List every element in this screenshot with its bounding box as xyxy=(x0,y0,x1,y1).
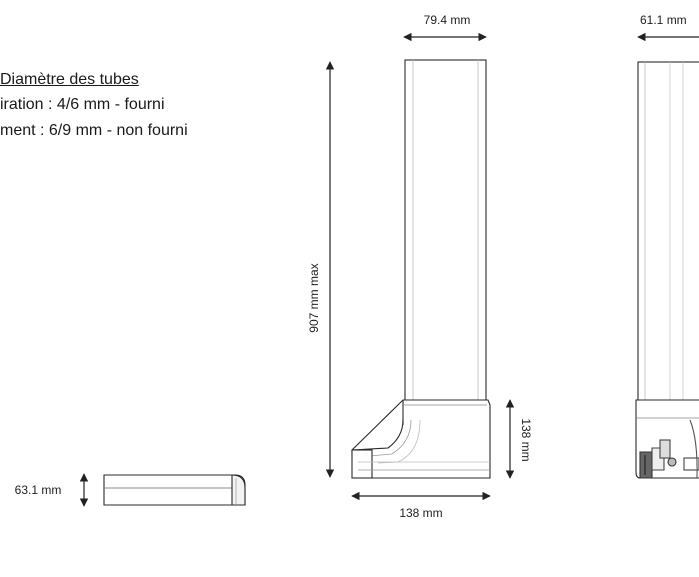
drain-tube-note: ment : 6/9 mm - non fourni xyxy=(0,122,188,139)
endcap-height-label: 63.1 mm xyxy=(15,483,62,497)
elbow-width-label: 138 mm xyxy=(399,506,442,520)
height-dimension: 907 mm max xyxy=(307,61,335,478)
end-cap-piece xyxy=(103,474,246,506)
height-label: 907 mm max xyxy=(307,263,321,332)
top-width-dimension: 79.4 mm xyxy=(403,13,487,42)
elbow-width-dimension: 138 mm xyxy=(351,491,491,520)
side-width-label: 61.1 mm xyxy=(640,13,687,27)
side-width-dimension: 61.1 mm xyxy=(637,13,699,42)
elbow-height-dimension: 138 mm xyxy=(505,399,533,479)
top-width-label: 79.4 mm xyxy=(424,13,471,27)
channel-side-view xyxy=(635,61,699,479)
endcap-height-dimension: 63.1 mm xyxy=(15,473,89,507)
channel-front-view xyxy=(351,59,491,479)
elbow-height-label: 138 mm xyxy=(519,418,533,461)
suction-tube-note: iration : 4/6 mm - fourni xyxy=(0,96,165,113)
tube-diameter-title: Diamètre des tubes xyxy=(0,71,139,88)
